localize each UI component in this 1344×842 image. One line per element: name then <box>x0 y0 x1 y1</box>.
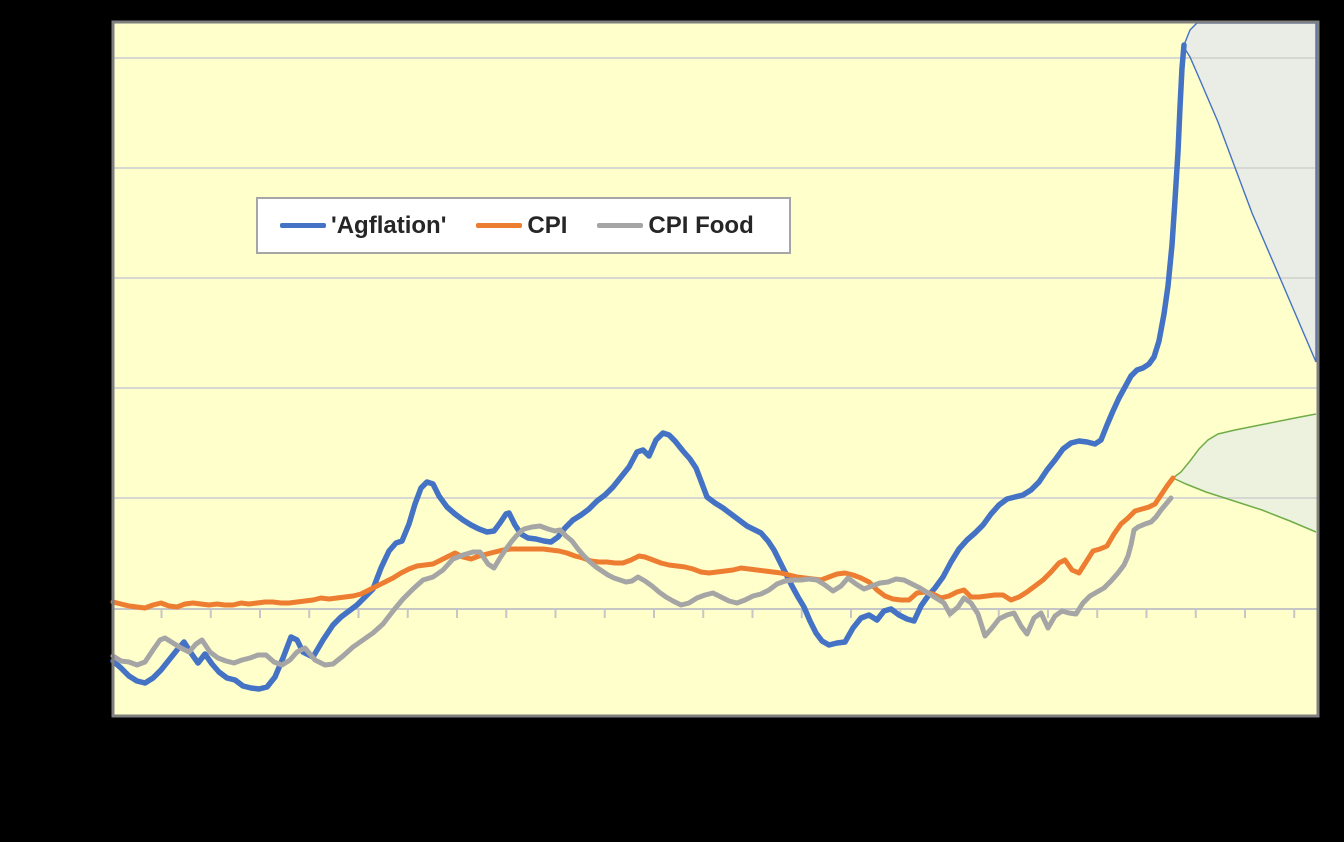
legend-label-cpi: CPI <box>527 211 568 239</box>
legend-item-cpi: CPI <box>476 211 568 239</box>
agflation-line <box>110 42 1187 692</box>
legend-item-cpi-food: CPI Food <box>597 211 754 239</box>
legend-label-cpi-food: CPI Food <box>648 211 754 239</box>
legend-label-agflation: 'Agflation' <box>331 211 447 239</box>
cpi-line <box>110 475 1176 611</box>
agflation-line-swatch <box>280 223 326 228</box>
cpi-fan-lower-bound <box>1172 477 1317 533</box>
plot-border <box>111 20 1320 718</box>
cpi-fan-upper-bound <box>1172 413 1317 479</box>
cpi-food-line-swatch <box>597 223 644 228</box>
cpi-forecast-fan <box>1173 414 1316 532</box>
agflation-fan-outline <box>1183 22 1317 363</box>
chart-legend: 'Agflation' CPI CPI Food <box>256 197 791 254</box>
cpi-food-line <box>110 495 1174 668</box>
legend-item-agflation: 'Agflation' <box>280 211 447 239</box>
cpi-line-swatch <box>476 223 523 228</box>
